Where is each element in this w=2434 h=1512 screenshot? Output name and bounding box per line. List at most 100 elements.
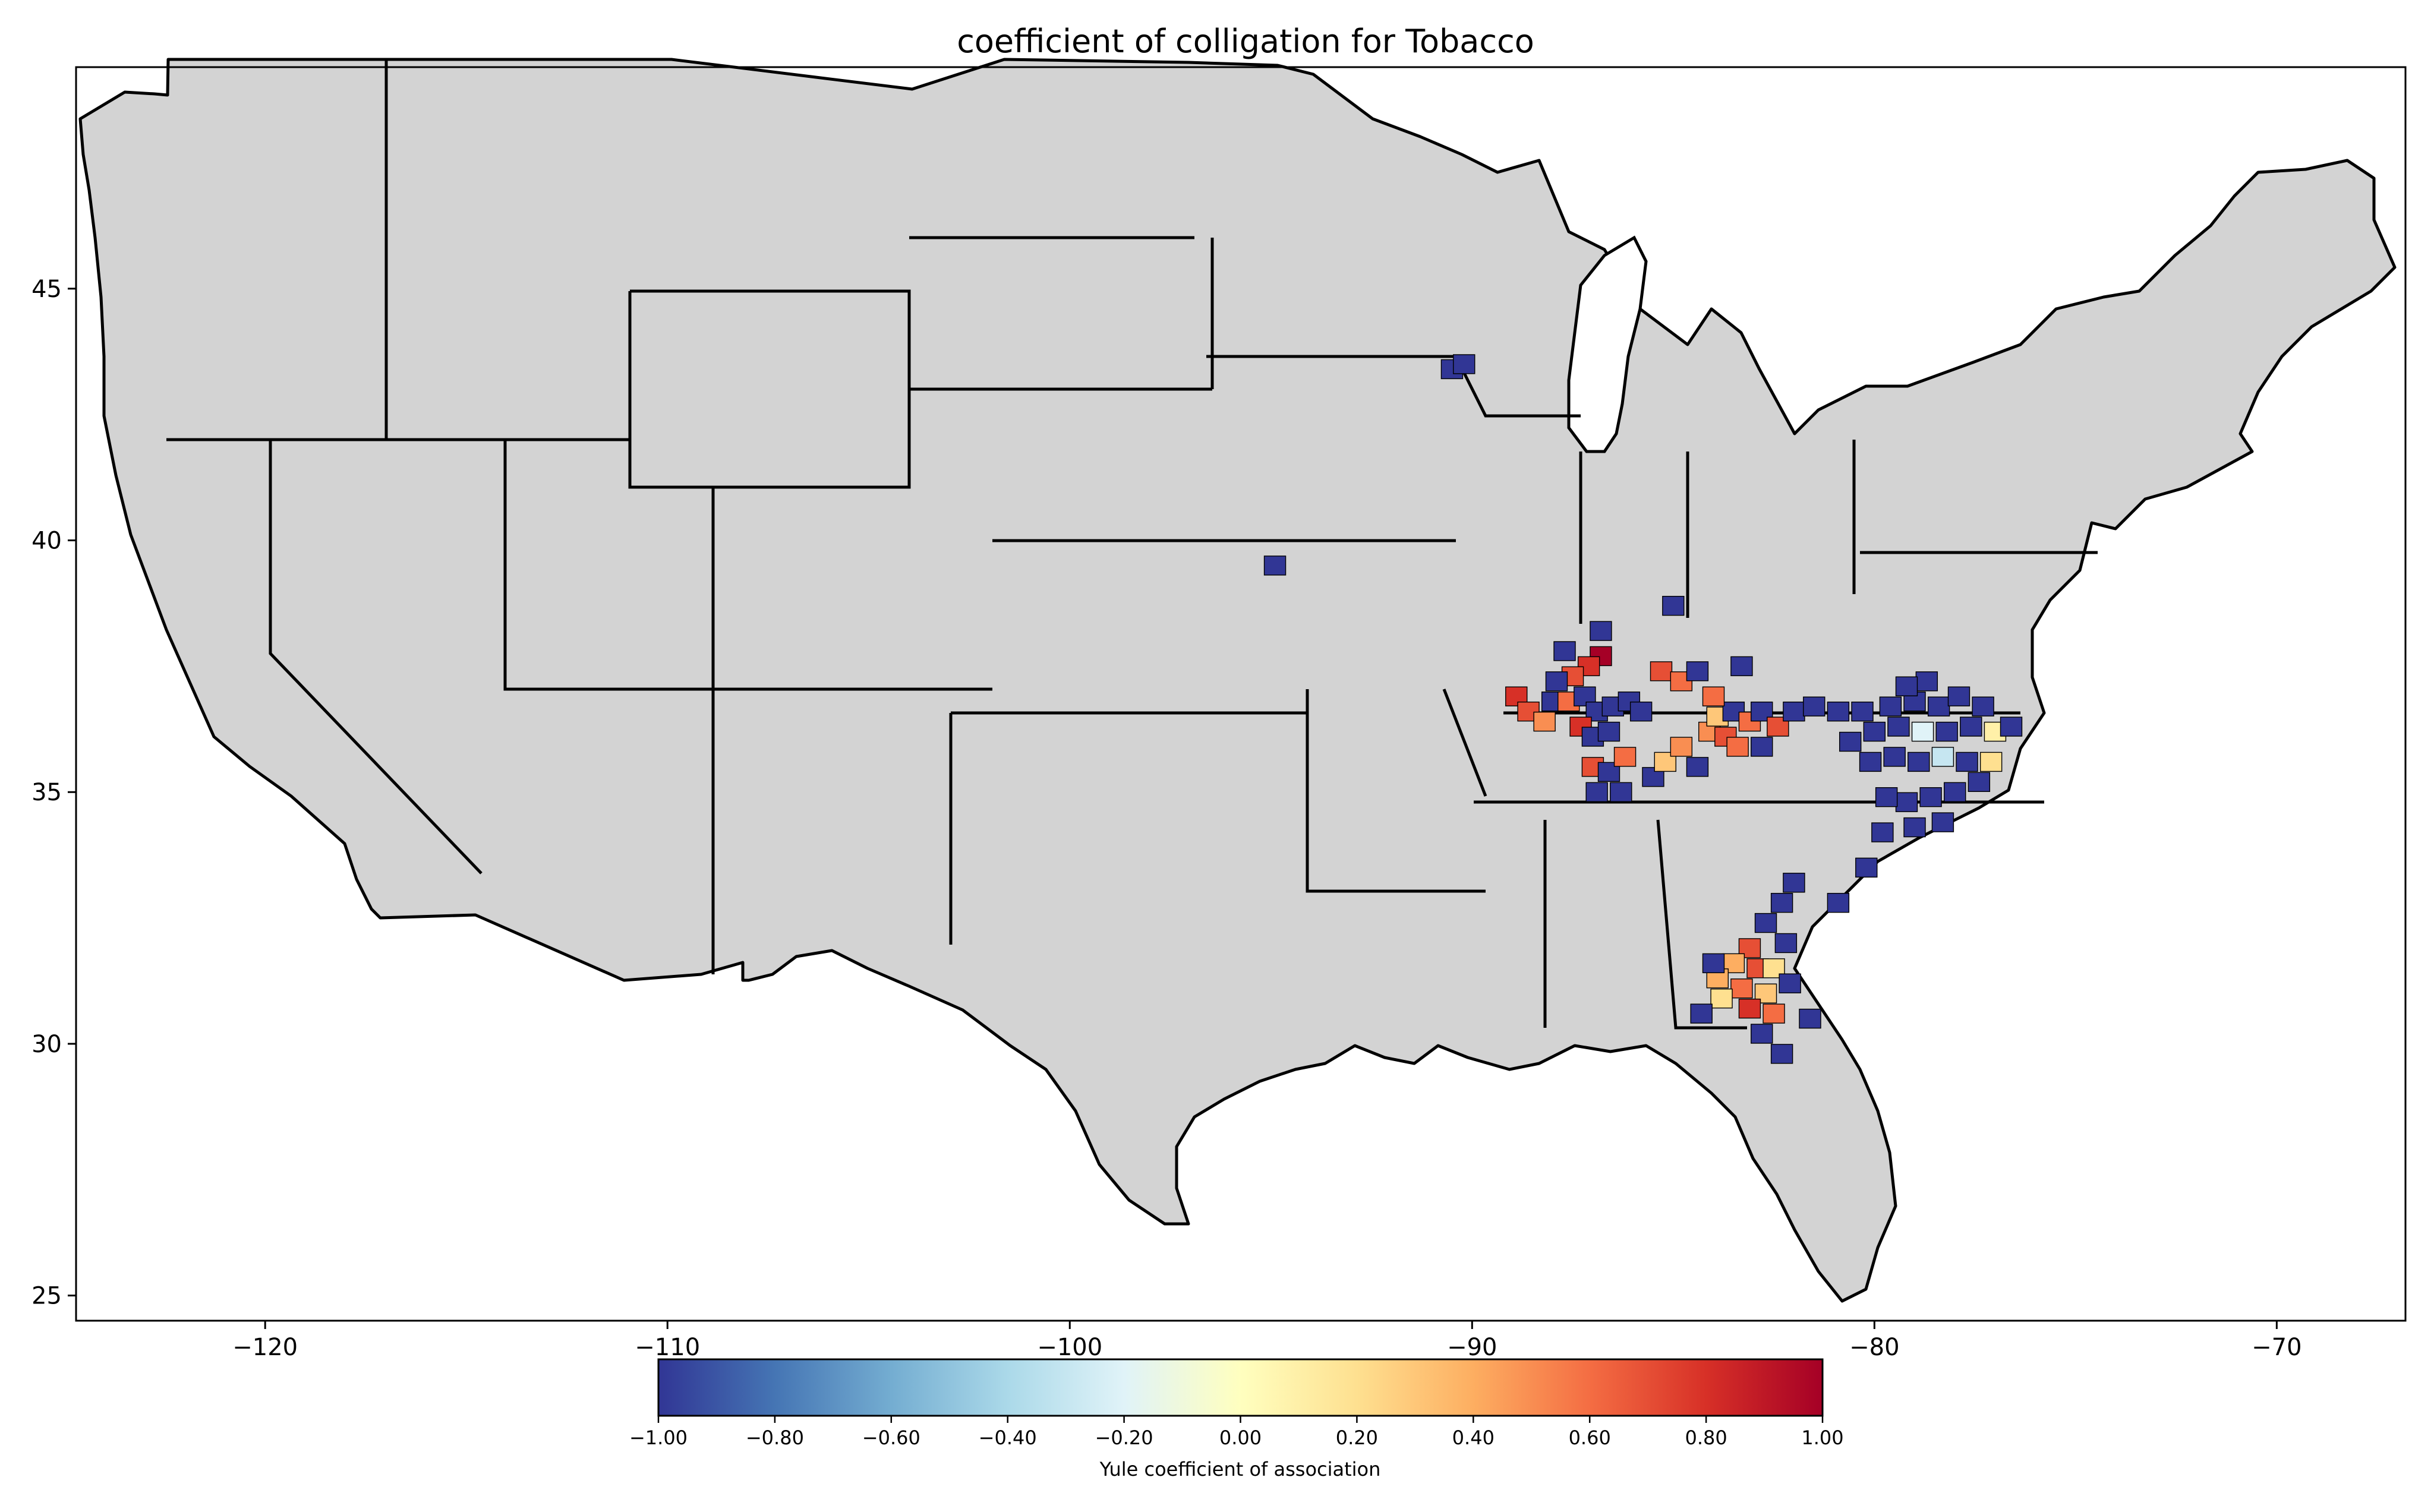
county-cell: [1613, 747, 1637, 767]
county-cell: [1915, 671, 1938, 692]
county-cell: [1931, 747, 1954, 767]
county-cell: [1879, 696, 1902, 716]
county-cell: [1751, 737, 1773, 757]
colorbar-tick-label: 1.00: [1801, 1426, 1843, 1449]
county-cell: [1871, 822, 1894, 842]
conus-land-outline: [78, 58, 2397, 1303]
county-cell: [1887, 716, 1910, 737]
colorbar-label: Yule coefficient of association: [1099, 1458, 1381, 1481]
county-cell: [1851, 701, 1874, 722]
county-cell: [1895, 676, 1918, 696]
x-tick-label: −70: [2252, 1334, 2301, 1361]
y-tick-label: 30: [31, 1031, 62, 1058]
county-cell: [1783, 701, 1805, 722]
colorbar-tick-label: −1.00: [629, 1426, 688, 1449]
colorbar-tick-label: 0.40: [1452, 1426, 1495, 1449]
county-cell: [1610, 782, 1632, 802]
county-cell: [1710, 988, 1733, 1009]
county-cell: [1803, 696, 1826, 716]
county-cell: [1827, 701, 1850, 722]
county-cell: [1585, 782, 1608, 802]
county-cell: [1774, 933, 1798, 954]
county-cell: [1763, 1003, 1785, 1024]
conus-landmass: [78, 58, 2397, 1303]
county-cell: [1944, 782, 1966, 802]
county-cell: [1702, 686, 1725, 706]
colorbar-tick-label: 0.00: [1219, 1426, 1262, 1449]
plot-frame: [75, 66, 2407, 1322]
county-cell: [1686, 757, 1709, 777]
colorbar-tick-label: −0.20: [1095, 1426, 1153, 1449]
y-tick-label: 25: [31, 1283, 62, 1310]
county-cell: [1690, 1003, 1713, 1024]
county-cell: [1763, 958, 1785, 978]
x-tick-label: −120: [232, 1334, 298, 1361]
y-tick-label: 35: [31, 779, 62, 806]
colorbar-gradient: [657, 1358, 1824, 1417]
colorbar-ticks: −1.00 −0.80 −0.60 −0.40 −0.20 0.00 0.20 0.40 0.6…: [629, 1416, 1844, 1449]
county-cell: [1908, 752, 1930, 772]
county-cell: [1783, 873, 1805, 893]
county-cell: [1875, 787, 1898, 807]
county-cell: [1730, 656, 1753, 677]
county-cell: [1859, 752, 1882, 772]
colorbar-tick-label: 0.60: [1569, 1426, 1611, 1449]
county-cell: [1686, 661, 1709, 681]
x-tick-label: −90: [1447, 1334, 1497, 1361]
county-cell: [1855, 857, 1878, 878]
county-cell: [2000, 716, 2023, 737]
county-cell: [1863, 721, 1886, 742]
county-cell: [1726, 737, 1749, 757]
map-plot-area: [75, 58, 2407, 1322]
x-tick-label: −80: [1849, 1334, 1899, 1361]
county-cell: [1670, 737, 1693, 757]
county-cell: [1453, 354, 1475, 374]
county-cell: [1895, 792, 1918, 812]
lake-michigan: [1567, 235, 1648, 453]
county-cell: [1702, 953, 1725, 974]
colorbar-tick-label: 0.80: [1685, 1426, 1727, 1449]
colorbar-tick-label: −0.60: [862, 1426, 920, 1449]
county-cell: [1650, 661, 1673, 681]
county-cell: [1779, 973, 1801, 993]
colorbar-tick-label: −0.40: [979, 1426, 1037, 1449]
choropleth-county-values: [1263, 354, 2023, 1064]
county-cell: [1972, 696, 1994, 716]
county-cell: [1968, 772, 1991, 792]
county-cell: [1799, 1008, 1821, 1029]
county-cell: [1947, 686, 1970, 706]
county-cell: [1730, 978, 1753, 999]
county-cell: [1662, 596, 1685, 616]
colorbar-tick-label: 0.20: [1336, 1426, 1378, 1449]
y-axis: 25 30 35 40 45: [31, 276, 76, 1310]
county-cell: [1911, 721, 1934, 742]
county-cell: [1839, 731, 1862, 752]
county-cell: [1935, 721, 1958, 742]
county-cell: [1927, 696, 1950, 716]
county-cell: [1590, 621, 1612, 641]
county-cell: [1545, 671, 1568, 692]
y-tick-label: 45: [31, 276, 62, 303]
county-cell: [1722, 701, 1745, 722]
colorbar: −1.00 −0.80 −0.60 −0.40 −0.20 0.00 0.20 0.40 0.6…: [629, 1358, 1844, 1481]
county-cell: [1827, 892, 1850, 913]
county-cell: [1553, 641, 1576, 661]
county-cell: [1770, 892, 1793, 913]
x-tick-label: −110: [635, 1334, 700, 1361]
county-cell: [1931, 812, 1954, 832]
county-cell: [1883, 747, 1906, 767]
county-cell: [1960, 716, 1982, 737]
county-cell: [1597, 721, 1620, 742]
x-tick-label: −100: [1037, 1334, 1102, 1361]
county-cell: [1979, 752, 2003, 772]
map-title: coefficient of colligation for Tobacco: [957, 23, 1534, 60]
county-cell: [1903, 817, 1926, 838]
county-cell: [1754, 913, 1777, 933]
county-cell: [1577, 656, 1600, 677]
y-tick-label: 40: [31, 528, 62, 555]
county-cell: [1533, 711, 1556, 732]
county-cell: [1738, 998, 1761, 1019]
county-cell: [1919, 787, 1942, 807]
county-cell: [1751, 1024, 1773, 1044]
